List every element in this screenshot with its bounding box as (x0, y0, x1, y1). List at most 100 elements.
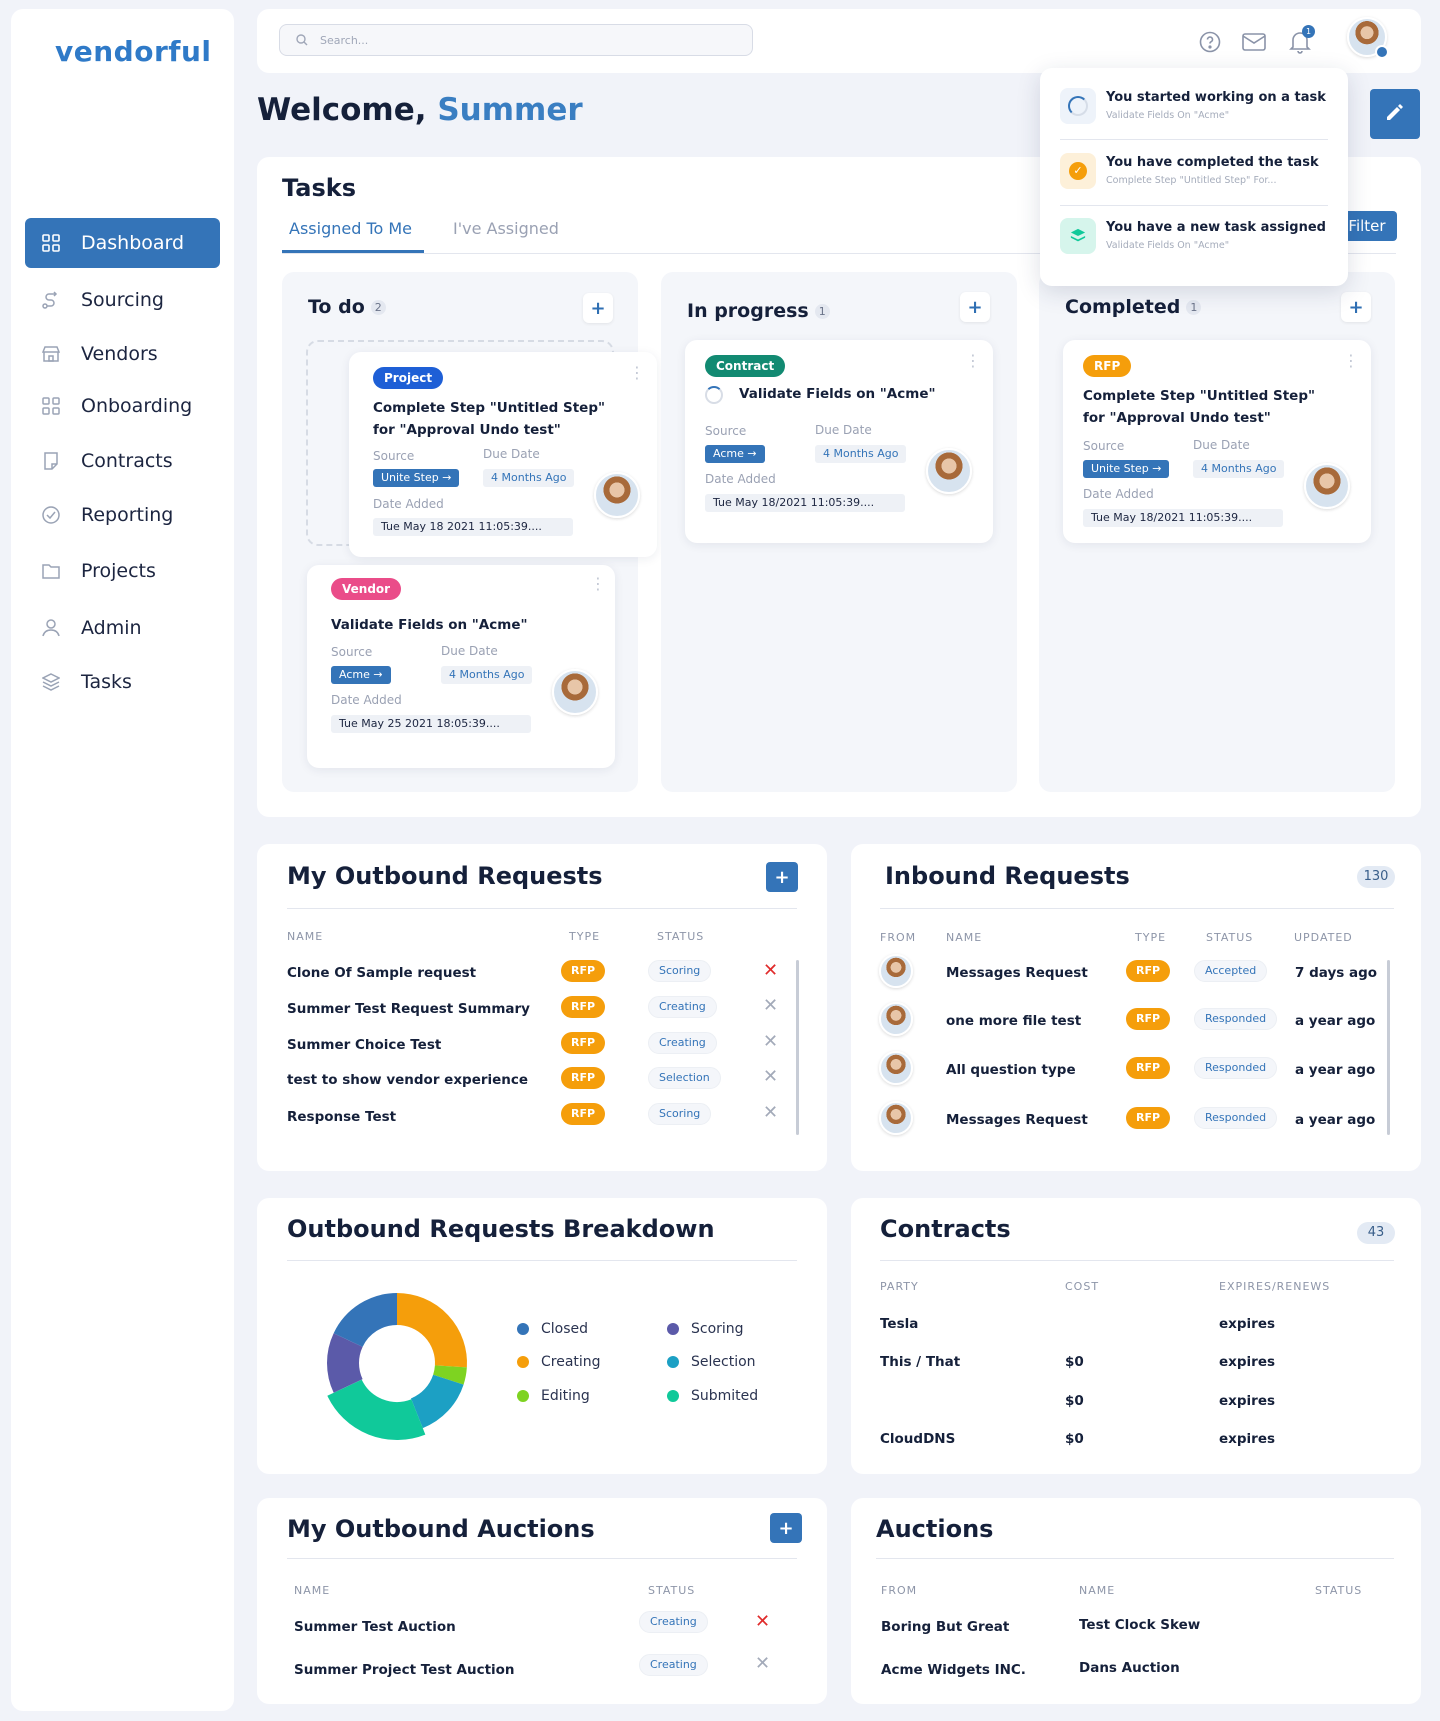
sender-avatar (879, 1002, 913, 1036)
add-auction-button[interactable]: + (770, 1513, 802, 1543)
delete-icon[interactable]: ✕ (763, 960, 779, 981)
donut-slice-selection[interactable] (410, 1373, 464, 1429)
help-icon[interactable] (1197, 29, 1223, 55)
sidebar-item-vendors[interactable]: Vendors (25, 329, 220, 379)
notification-item[interactable]: ✓ You have completed the task Complete S… (1060, 145, 1328, 205)
expires-value: expires (1219, 1431, 1276, 1447)
sidebar-item-tasks[interactable]: Tasks (25, 657, 220, 707)
cost-value: $0 (1065, 1431, 1084, 1447)
sidebar-item-projects[interactable]: Projects (25, 546, 220, 596)
welcome-prefix: Welcome, (257, 92, 427, 128)
tab-ive-assigned[interactable]: I've Assigned (453, 219, 559, 238)
cost-value: $0 (1065, 1354, 1084, 1370)
divider (287, 908, 797, 909)
source-chip[interactable]: Acme → (331, 666, 391, 684)
source-label: Source (373, 449, 415, 463)
pencil-icon (1385, 102, 1405, 126)
add-request-button[interactable]: + (766, 862, 798, 892)
column-header-name: NAME (287, 930, 324, 943)
legend-item: Submited (667, 1388, 758, 1404)
legend-swatch (517, 1390, 529, 1402)
more-options-icon[interactable]: ⋮ (629, 363, 645, 382)
user-avatar[interactable] (1347, 17, 1389, 59)
delete-icon[interactable]: ✕ (755, 1611, 771, 1632)
notification-title: You started working on a task (1106, 90, 1326, 105)
column-header-updated: UPDATED (1294, 931, 1353, 944)
delete-icon[interactable]: ✕ (763, 995, 779, 1016)
type-badge: RFP (561, 1103, 605, 1125)
sidebar-item-dashboard[interactable]: Dashboard (25, 218, 220, 268)
source-chip[interactable]: Unite Step → (1083, 460, 1170, 478)
scrollbar[interactable] (796, 960, 799, 1135)
notification-title: You have completed the task (1106, 155, 1319, 170)
donut-slice-closed[interactable] (333, 1293, 398, 1348)
page-title: Welcome, Summer (257, 92, 583, 128)
add-task-button[interactable]: + (583, 293, 613, 323)
spinner-icon (705, 386, 723, 404)
legend-swatch (667, 1323, 679, 1335)
task-card[interactable]: Vendor ⋮ Validate Fields on "Acme" Sourc… (307, 565, 615, 768)
type-badge: RFP (1126, 960, 1170, 982)
arrow-right-icon: → (747, 447, 757, 460)
arrow-right-icon: → (1152, 462, 1162, 475)
store-icon (41, 344, 61, 364)
add-task-button[interactable]: + (960, 292, 990, 322)
task-title: Validate Fields on "Acme" (331, 617, 528, 633)
notification-item[interactable]: You have a new task assigned Validate Fi… (1060, 210, 1328, 270)
check-circle-icon (41, 505, 61, 525)
edit-button[interactable] (1370, 89, 1420, 139)
more-options-icon[interactable]: ⋮ (965, 351, 981, 370)
type-badge: RFP (1126, 1008, 1170, 1030)
sidebar-item-label: Tasks (81, 671, 132, 693)
search-input[interactable]: Search... (279, 24, 753, 56)
donut-slice-submited[interactable] (327, 1378, 426, 1440)
panel-title: Inbound Requests (885, 862, 1130, 890)
sidebar-item-admin[interactable]: Admin (25, 603, 220, 653)
sidebar-item-reporting[interactable]: Reporting (25, 490, 220, 540)
task-card[interactable]: Project ⋮ Complete Step "Untitled Step" … (349, 352, 657, 557)
column-header-name: NAME (294, 1584, 331, 1597)
sidebar-item-sourcing[interactable]: Sourcing (25, 275, 220, 325)
count-badge: 130 (1357, 866, 1395, 888)
notification-item[interactable]: You started working on a task Validate F… (1060, 80, 1328, 140)
panel-title: Auctions (876, 1515, 994, 1543)
source-value: Unite Step (1091, 462, 1149, 475)
status-badge: Creating (648, 996, 717, 1018)
donut-slice-creating[interactable] (396, 1293, 467, 1368)
source-chip[interactable]: Unite Step → (373, 469, 460, 487)
vendorful-logo[interactable]: vendorful (55, 35, 212, 68)
row-name: one more file test (946, 1013, 1082, 1029)
task-card[interactable]: Contract ⋮ Validate Fields on "Acme" Sou… (685, 340, 993, 543)
donut-slice-editing[interactable] (432, 1364, 467, 1385)
sidebar-item-onboarding[interactable]: Onboarding (25, 381, 220, 431)
due-label: Due Date (441, 644, 498, 658)
bell-icon[interactable]: 1 (1287, 25, 1315, 55)
more-options-icon[interactable]: ⋮ (590, 574, 606, 593)
delete-icon[interactable]: ✕ (763, 1066, 779, 1087)
mail-icon[interactable] (1241, 29, 1267, 55)
added-label: Date Added (1083, 487, 1154, 501)
type-badge: RFP (1126, 1057, 1170, 1079)
legend-item: Closed (517, 1321, 588, 1337)
sidebar-item-contracts[interactable]: Contracts (25, 436, 220, 486)
source-chip[interactable]: Acme → (705, 445, 765, 463)
task-title: Complete Step "Untitled Step" for "Appro… (373, 400, 606, 438)
scrollbar[interactable] (1387, 960, 1390, 1135)
delete-icon[interactable]: ✕ (755, 1653, 771, 1674)
tab-assigned-to-me[interactable]: Assigned To Me (289, 219, 413, 238)
more-options-icon[interactable]: ⋮ (1343, 351, 1359, 370)
auctions-panel: Auctions FROM NAME STATUS Boring But Gre… (851, 1498, 1421, 1704)
add-task-button[interactable]: + (1341, 292, 1371, 322)
party-value: CloudDNS (880, 1431, 956, 1447)
notification-subtitle: Validate Fields On "Acme" (1106, 240, 1230, 251)
panel-title: My Outbound Requests (287, 862, 603, 890)
column-title: In progress 1 (687, 300, 830, 322)
column-name: To do (308, 296, 365, 318)
donut-slice-scoring[interactable] (327, 1333, 363, 1393)
notification-subtitle: Validate Fields On "Acme" (1106, 110, 1230, 121)
delete-icon[interactable]: ✕ (763, 1102, 779, 1123)
sidebar-item-label: Projects (81, 560, 156, 582)
task-card[interactable]: RFP ⋮ Complete Step "Untitled Step" for … (1063, 340, 1371, 543)
delete-icon[interactable]: ✕ (763, 1031, 779, 1052)
sidebar: vendorful Dashboard Sourcing Vendors Onb… (11, 9, 234, 1711)
